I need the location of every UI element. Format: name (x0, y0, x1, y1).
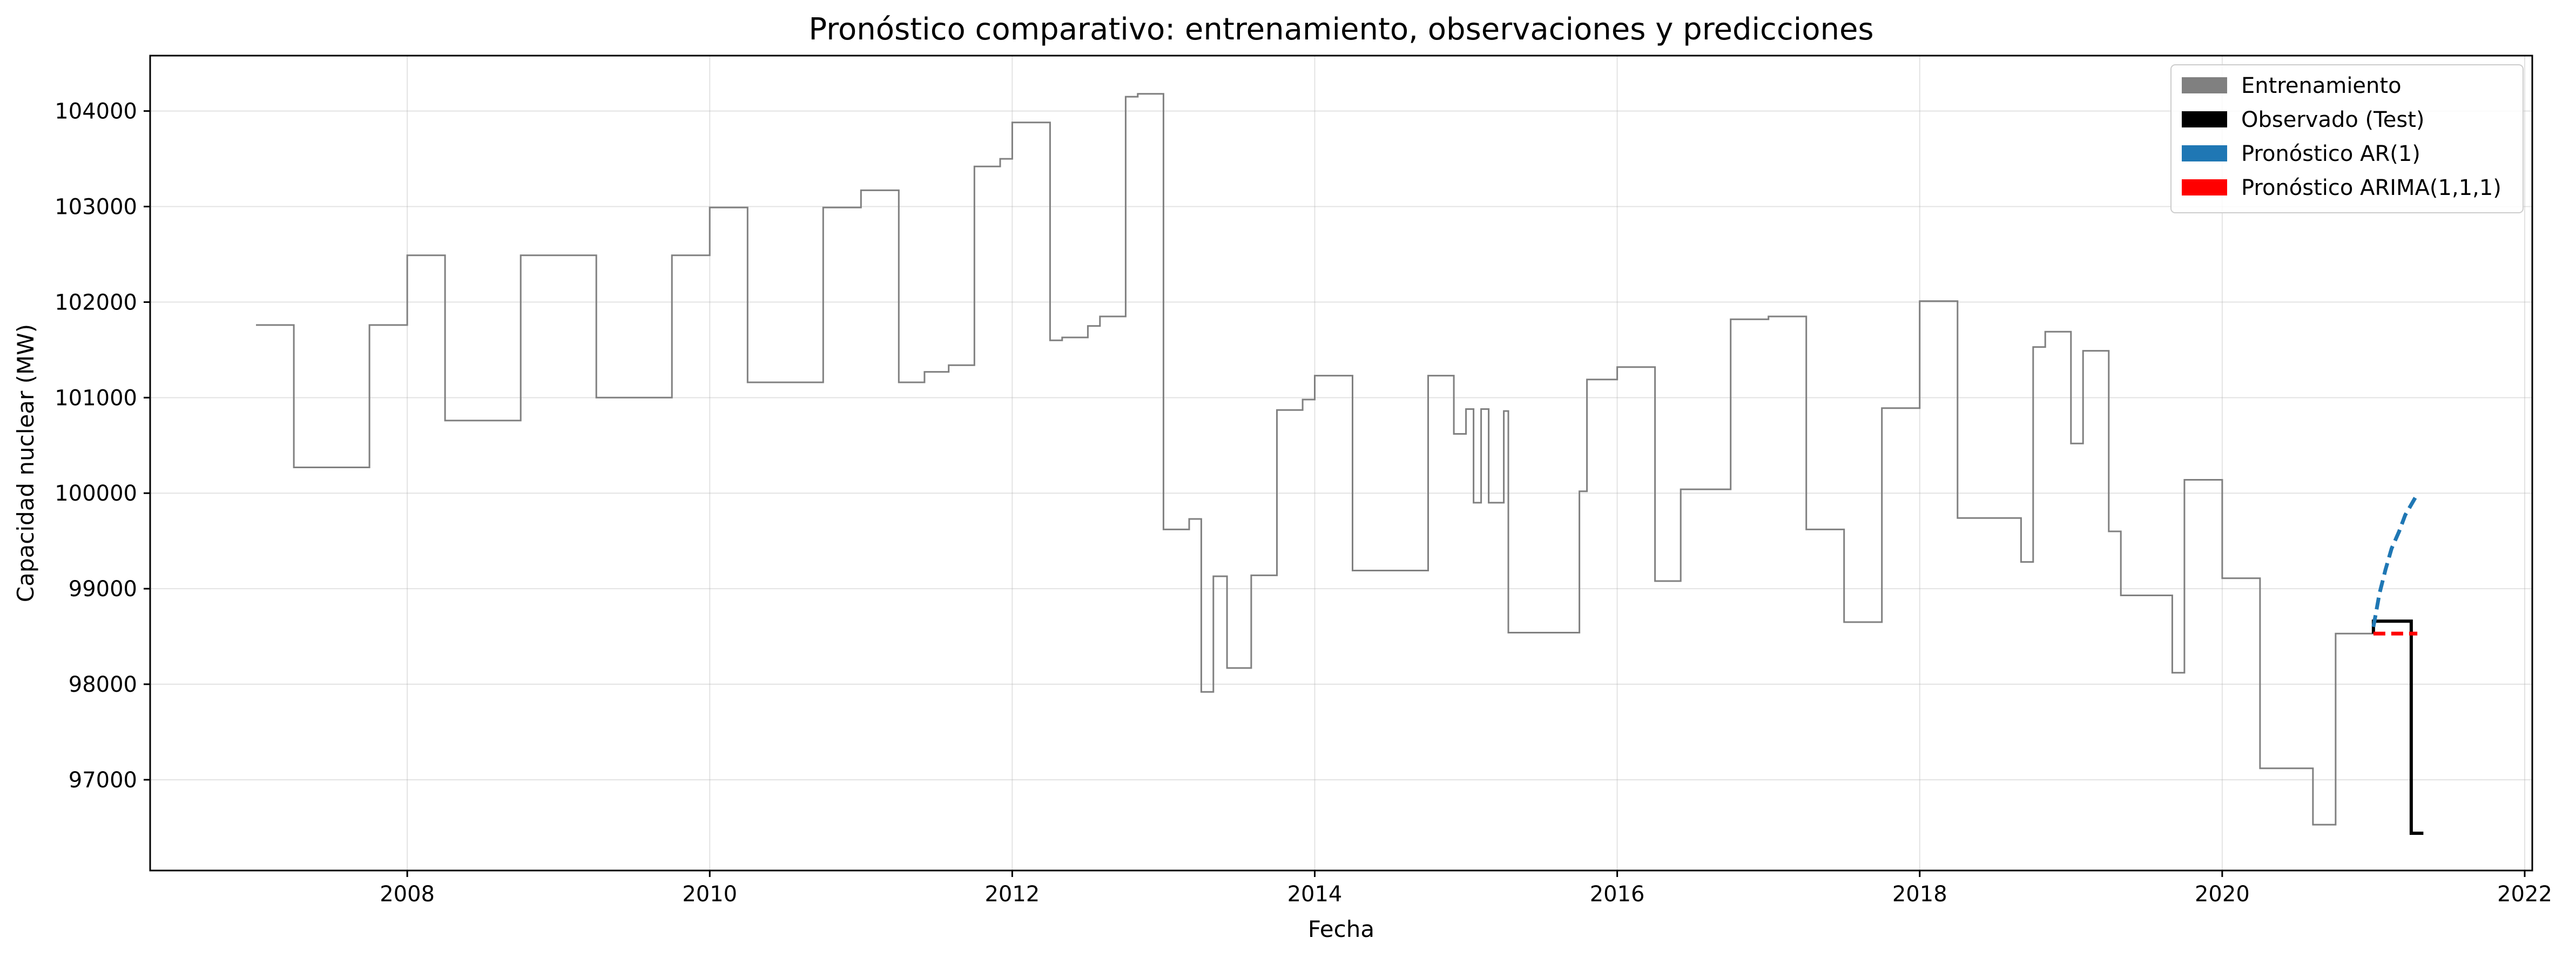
x-tick-label: 2010 (682, 882, 737, 907)
legend-label-pronostico-arima-1-1-1: Pronóstico ARIMA(1,1,1) (2241, 176, 2501, 200)
y-tick-label: 103000 (55, 195, 137, 220)
legend-label-pronostico-ar-1: Pronóstico AR(1) (2241, 141, 2420, 166)
grid-layer (150, 56, 2532, 871)
x-axis-label: Fecha (1308, 916, 1374, 942)
x-tick-label: 2022 (2497, 882, 2552, 907)
x-tick-label: 2008 (380, 882, 435, 907)
series-line-pronostico-ar-1 (2371, 493, 2419, 628)
x-tick-label: 2020 (2195, 882, 2250, 907)
legend: Entrenamiento Observado (Test) Pronóstico … (2170, 64, 2524, 213)
legend-swatch-entrenamiento (2182, 77, 2227, 93)
x-tick-label: 2014 (1287, 882, 1343, 907)
legend-label-entrenamiento: Entrenamiento (2241, 73, 2402, 98)
y-tick-label: 98000 (69, 672, 137, 697)
plot-frame (149, 55, 2533, 872)
data-layer (256, 93, 2424, 835)
x-tick-label: 2012 (984, 882, 1040, 907)
y-tick-label: 104000 (55, 99, 137, 124)
y-tick-label: 102000 (55, 290, 137, 315)
legend-label-observado-test: Observado (Test) (2241, 107, 2425, 132)
legend-box (2170, 64, 2524, 213)
series-line-entrenamiento (256, 93, 2373, 826)
y-tick-label: 100000 (55, 481, 137, 506)
chart-title: Pronóstico comparativo: entrenamiento, o… (808, 12, 1873, 47)
y-axis-label: Capacidad nuclear (MW) (12, 324, 39, 602)
y-tick-label: 99000 (69, 577, 137, 602)
y-tick-label: 97000 (69, 768, 137, 793)
x-tick-label: 2016 (1590, 882, 1645, 907)
legend-swatch-observado-test (2182, 111, 2227, 127)
legend-swatch-pronostico-arima-1-1-1 (2182, 179, 2227, 195)
x-tick-label: 2018 (1892, 882, 1947, 907)
y-tick-label: 101000 (55, 386, 137, 410)
tick-layer: 2008 2010 2012 2014 2016 2018 2020 2022 97000 980… (55, 99, 2552, 907)
legend-swatch-pronostico-ar-1 (2182, 145, 2227, 161)
